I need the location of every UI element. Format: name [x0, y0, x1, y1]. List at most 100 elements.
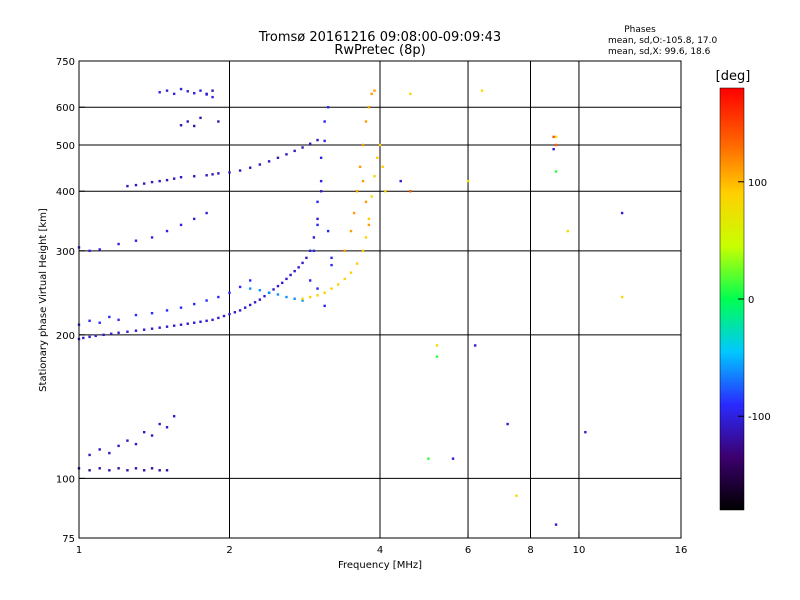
colorbar-label: [deg] — [716, 69, 751, 84]
data-point — [378, 143, 382, 147]
data-point — [326, 106, 330, 109]
data-point — [126, 330, 129, 333]
data-point — [165, 309, 169, 312]
data-point — [316, 294, 319, 297]
data-point — [165, 229, 169, 233]
data-point — [323, 139, 326, 143]
data-point — [186, 90, 189, 93]
data-point — [98, 448, 101, 451]
legend-line-x: mean, sd,X: 99.6, 18.6 — [608, 47, 711, 57]
data-point — [285, 153, 288, 156]
data-point — [108, 451, 111, 455]
data-point — [552, 135, 555, 139]
data-point — [367, 217, 371, 221]
data-point — [267, 291, 271, 294]
data-point — [158, 326, 161, 329]
data-point — [293, 297, 296, 300]
data-point — [358, 165, 362, 169]
data-point — [316, 200, 319, 204]
data-point — [217, 295, 220, 299]
data-point — [352, 211, 356, 215]
data-point — [620, 211, 624, 215]
data-point — [150, 236, 154, 239]
x-tick-label: 6 — [465, 545, 471, 556]
data-point — [258, 163, 262, 166]
x-tick-label: 1 — [76, 545, 82, 556]
data-point — [233, 311, 237, 314]
data-point — [94, 334, 97, 338]
x-axis: 1 2 4 6 8 10 16 — [76, 532, 687, 556]
data-point — [165, 89, 169, 92]
y-tick-label: 600 — [56, 103, 75, 114]
data-point — [326, 229, 330, 233]
y-axis-label: Stationary phase Virtual Height [km] — [38, 208, 49, 392]
data-point — [179, 323, 183, 326]
data-point — [349, 229, 353, 233]
data-point — [98, 321, 101, 324]
data-point — [205, 319, 208, 322]
data-point — [117, 444, 120, 448]
data-point — [228, 171, 231, 174]
data-point — [110, 332, 113, 335]
data-point — [117, 467, 120, 470]
data-point — [409, 92, 412, 96]
data-point — [301, 297, 304, 300]
x-tick-label: 8 — [527, 545, 533, 556]
data-point — [330, 256, 333, 260]
legend-line-o: mean, sd,O:-105.8, 17.0 — [608, 36, 718, 46]
data-point — [381, 165, 384, 169]
y-tick-label: 750 — [56, 57, 75, 68]
data-point — [205, 93, 208, 96]
data-point — [211, 89, 214, 92]
data-point — [228, 291, 231, 294]
data-point — [293, 149, 296, 153]
data-point — [108, 469, 111, 472]
data-point — [211, 173, 214, 176]
data-point — [285, 295, 288, 299]
data-point — [126, 439, 129, 442]
data-point — [554, 170, 558, 173]
data-point — [289, 273, 292, 277]
y-tick-label: 300 — [56, 247, 75, 258]
data-point — [316, 287, 319, 290]
data-point — [272, 288, 275, 291]
data-point — [217, 120, 220, 123]
data-point — [308, 295, 312, 299]
data-point — [158, 469, 161, 472]
x-tick-label: 2 — [226, 545, 232, 556]
data-point — [211, 318, 214, 322]
data-point — [267, 160, 271, 163]
data-point — [150, 311, 154, 315]
y-tick-label: 400 — [56, 187, 75, 198]
y-tick-label: 200 — [56, 331, 75, 342]
data-point — [179, 124, 183, 127]
data-point — [179, 223, 183, 227]
data-point — [308, 249, 312, 253]
y-tick-label: 100 — [56, 474, 75, 485]
data-point — [98, 248, 101, 251]
data-point — [172, 177, 176, 180]
data-point — [228, 312, 231, 316]
data-point — [364, 236, 368, 239]
data-point — [399, 179, 402, 183]
data-point — [361, 249, 365, 253]
data-point — [466, 179, 470, 183]
data-point — [323, 291, 326, 294]
data-point — [88, 335, 91, 339]
data-point — [554, 135, 558, 139]
data-point — [172, 415, 176, 418]
data-point — [186, 322, 189, 325]
chart-title: Tromsø 20161216 09:08:00-09:09:43 — [258, 30, 501, 45]
data-point — [158, 91, 161, 94]
data-point — [238, 169, 242, 172]
colorbar-tick-label: -100 — [748, 412, 771, 423]
data-point — [316, 217, 319, 221]
data-point — [384, 190, 387, 193]
data-point — [301, 299, 304, 302]
data-point — [349, 271, 353, 274]
data-point — [117, 242, 120, 246]
data-point — [108, 315, 111, 319]
data-point — [367, 106, 371, 109]
data-point — [276, 156, 280, 160]
data-point — [179, 176, 183, 179]
